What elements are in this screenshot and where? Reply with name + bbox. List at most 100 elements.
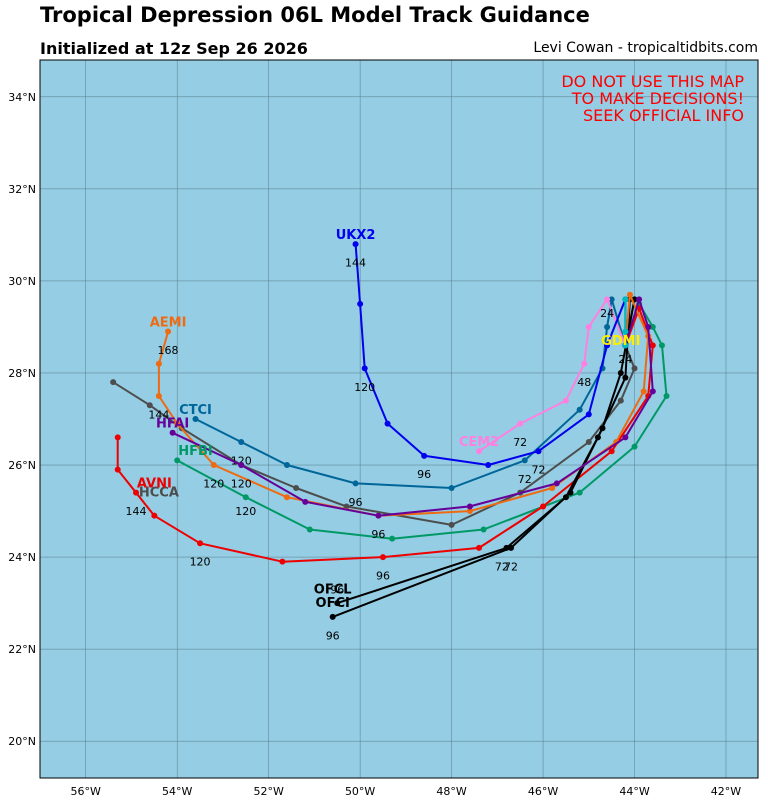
track-point	[302, 498, 309, 505]
track-point	[626, 291, 633, 298]
forecast-hour-label: 48	[577, 376, 591, 389]
lon-tick-label: 46°W	[528, 785, 558, 798]
model-label-avni: AVNI	[137, 476, 172, 491]
track-point	[617, 369, 624, 376]
model-label-ofci: OFCI	[316, 596, 350, 611]
track-point	[622, 374, 629, 381]
track-line	[157, 293, 650, 517]
lon-tick-label: 56°W	[71, 785, 101, 798]
track-point	[466, 503, 473, 510]
track-point	[663, 392, 670, 399]
model-label-hfai: HFAI	[156, 417, 189, 432]
track-point	[155, 360, 162, 367]
track-point	[581, 360, 588, 367]
track-point	[448, 485, 455, 492]
track-point	[608, 296, 615, 303]
track-point	[585, 411, 592, 418]
forecast-hour-label: 144	[148, 408, 169, 421]
forecast-hour-label: 96	[417, 468, 431, 481]
track-point	[476, 448, 483, 455]
track-point	[476, 544, 483, 551]
forecast-hour-label: 72	[518, 473, 532, 486]
forecast-hour-label: 72	[531, 464, 545, 477]
forecast-hour-label: 24	[600, 307, 614, 320]
forecast-hour-label: 96	[326, 629, 340, 642]
track-point	[242, 494, 249, 501]
lat-tick-label: 22°N	[8, 643, 36, 656]
track-point	[562, 397, 569, 404]
track-point	[375, 512, 382, 519]
lat-tick-label: 20°N	[8, 735, 36, 748]
track-point	[585, 439, 592, 446]
track-point	[622, 434, 629, 441]
track-point	[466, 508, 473, 515]
track-point	[283, 462, 290, 469]
track-point	[480, 526, 487, 533]
track-point	[622, 296, 629, 303]
lat-tick-label: 28°N	[8, 367, 36, 380]
init-time: Initialized at 12z Sep 26 2026	[40, 39, 308, 58]
forecast-hour-label: 120	[354, 381, 375, 394]
track-point	[174, 457, 181, 464]
lat-tick-label: 32°N	[8, 183, 36, 196]
lat-tick-label: 34°N	[8, 91, 36, 104]
track-point	[389, 535, 396, 542]
track-point	[649, 323, 656, 330]
forecast-hour-label: 72	[504, 560, 518, 573]
track-cem2: 24 48 72	[476, 296, 629, 455]
credit: Levi Cowan - tropicaltidbits.com	[533, 40, 758, 56]
lat-tick-label: 30°N	[8, 275, 36, 288]
forecast-hour-label: 120	[235, 505, 256, 518]
warning-line-3: SEEK OFFICIAL INFO	[583, 106, 744, 125]
track-point	[562, 494, 569, 501]
track-point	[283, 494, 290, 501]
track-point	[658, 342, 665, 349]
track-point	[352, 480, 359, 487]
track-point	[649, 388, 656, 395]
track-point	[114, 466, 121, 473]
forecast-hour-label: 120	[231, 454, 252, 467]
model-label-aemi: AEMI	[150, 315, 187, 330]
ocean-background	[40, 60, 758, 778]
model-label-ofcl: OFCL	[314, 582, 352, 597]
lon-tick-label: 44°W	[619, 785, 649, 798]
map-title: Tropical Depression 06L Model Track Guid…	[40, 3, 590, 27]
track-line	[176, 302, 668, 540]
forecast-hour-label: 144	[126, 505, 147, 518]
track-point	[640, 388, 647, 395]
warning-line-2: TO MAKE DECISIONS!	[571, 89, 744, 108]
track-point	[146, 402, 153, 409]
model-label-hcca: HCCA	[139, 486, 179, 501]
track-point	[535, 448, 542, 455]
track-point	[576, 406, 583, 413]
forecast-hour-label: 72	[513, 436, 527, 449]
track-point	[448, 521, 455, 528]
lon-tick-label: 54°W	[162, 785, 192, 798]
track-point	[306, 526, 313, 533]
track-point	[329, 613, 336, 620]
track-point	[421, 452, 428, 459]
model-label-gdmi: GDMI	[601, 334, 640, 349]
model-label-ctci: CTCI	[179, 403, 212, 418]
lon-tick-label: 48°W	[436, 785, 466, 798]
track-point	[151, 512, 158, 519]
track-point	[645, 323, 652, 330]
track-point	[585, 323, 592, 330]
track-point	[293, 485, 300, 492]
model-label-cem2: CEM2	[459, 435, 499, 450]
track-point	[636, 296, 643, 303]
track-point	[197, 540, 204, 547]
track-point	[622, 342, 629, 349]
track-point	[192, 416, 199, 422]
track-point	[174, 420, 181, 427]
track-point	[155, 392, 162, 399]
track-point	[384, 420, 391, 427]
track-point	[279, 558, 286, 565]
lon-tick-label: 50°W	[345, 785, 375, 798]
track-point	[604, 342, 611, 349]
forecast-hour-label: 120	[190, 556, 211, 569]
track-point	[238, 462, 245, 469]
track-point	[631, 443, 638, 450]
track-point	[608, 448, 615, 455]
